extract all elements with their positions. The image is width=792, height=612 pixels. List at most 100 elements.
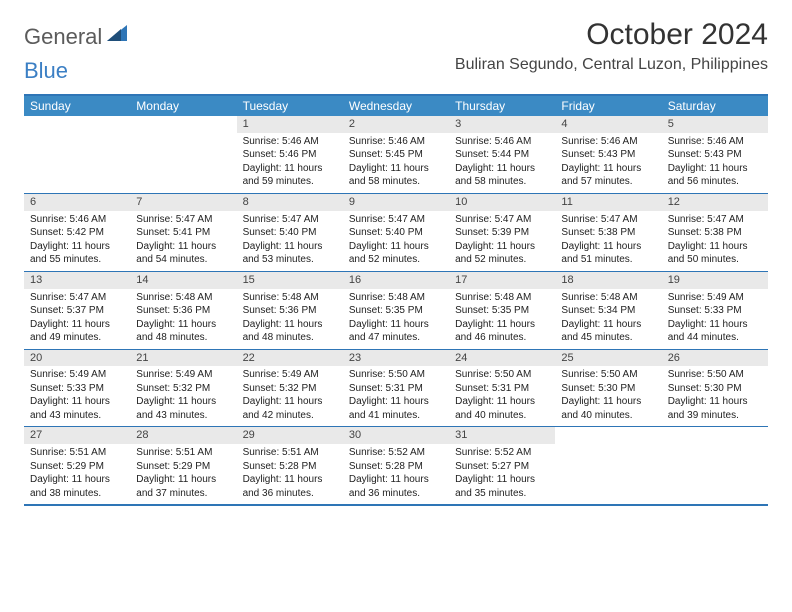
calendar-day: 15 Sunrise: 5:48 AMSunset: 5:36 PMDayligh…: [237, 272, 343, 349]
day-number: 24: [449, 350, 555, 367]
day-sunset: Sunset: 5:40 PM: [237, 226, 343, 240]
weekday-header: Friday: [555, 96, 661, 116]
day-number: 11: [555, 194, 661, 211]
brand-logo: General: [24, 24, 129, 50]
calendar-day: 20Sunrise: 5:49 AMSunset: 5:33 PMDayligh…: [24, 350, 130, 427]
day-number: 4: [555, 116, 661, 133]
day-daylight1: Daylight: 11 hours: [449, 395, 555, 409]
day-sunset: Sunset: 5:43 PM: [662, 148, 768, 162]
day-daylight1: Daylight: 11 hours: [449, 240, 555, 254]
weekday-header: Sunday: [24, 96, 130, 116]
day-sunrise: Sunrise: 5:52 AM: [343, 446, 449, 460]
calendar-day: 28Sunrise: 5:51 AMSunset: 5:29 PMDayligh…: [130, 427, 236, 504]
day-number: 26: [662, 350, 768, 367]
calendar-day: 2Sunrise: 5:46 AMSunset: 5:45 PMDaylight…: [343, 116, 449, 193]
day-daylight1: Daylight: 11 hours: [343, 473, 449, 487]
day-sunset: Sunset: 5:35 PM: [449, 304, 555, 318]
day-sunset: Sunset: 5:28 PM: [237, 460, 343, 474]
day-sunrise: Sunrise: 5:46 AM: [555, 135, 661, 149]
day-number: 3: [449, 116, 555, 133]
day-daylight2: and 35 minutes.: [449, 487, 555, 501]
brand-text-general: General: [24, 24, 102, 50]
calendar-day: 14 Sunrise: 5:48 AMSunset: 5:36 PMDayligh…: [130, 272, 236, 349]
brand-triangle-icon: [107, 25, 127, 46]
day-sunrise: Sunrise: 5:47 AM: [555, 213, 661, 227]
day-daylight2: and 59 minutes.: [237, 175, 343, 189]
day-daylight2: and 37 minutes.: [130, 487, 236, 501]
day-sunrise: Sunrise: 5:51 AM: [24, 446, 130, 460]
day-number: 21: [130, 350, 236, 367]
day-sunset: Sunset: 5:32 PM: [237, 382, 343, 396]
day-daylight2: and 39 minutes.: [662, 409, 768, 423]
day-number: 14: [130, 272, 236, 289]
day-sunset: Sunset: 5:41 PM: [130, 226, 236, 240]
calendar-day-empty: [24, 116, 130, 193]
day-sunset: Sunset: 5:29 PM: [130, 460, 236, 474]
calendar-week-row: 13Sunrise: 5:47 AMSunset: 5:37 PMDayligh…: [24, 271, 768, 349]
day-daylight2: and 42 minutes.: [237, 409, 343, 423]
day-sunrise: Sunrise: 5:50 AM: [662, 368, 768, 382]
day-sunset: Sunset: 5:42 PM: [24, 226, 130, 240]
day-daylight1: Daylight: 11 hours: [555, 318, 661, 332]
day-daylight2: and 48 minutes.: [130, 331, 236, 345]
calendar-day: 10Sunrise: 5:47 AMSunset: 5:39 PMDayligh…: [449, 194, 555, 271]
day-daylight1: Daylight: 11 hours: [555, 162, 661, 176]
day-sunrise: Sunrise: 5:47 AM: [343, 213, 449, 227]
day-sunset: Sunset: 5:37 PM: [24, 304, 130, 318]
day-daylight2: and 38 minutes.: [24, 487, 130, 501]
day-sunset: Sunset: 5:36 PM: [130, 304, 236, 318]
calendar-day: 25Sunrise: 5:50 AMSunset: 5:30 PMDayligh…: [555, 350, 661, 427]
day-sunset: Sunset: 5:35 PM: [343, 304, 449, 318]
weeks-container: 1Sunrise: 5:46 AMSunset: 5:46 PMDaylight…: [24, 116, 768, 504]
day-sunset: Sunset: 5:36 PM: [237, 304, 343, 318]
day-daylight1: Daylight: 11 hours: [130, 473, 236, 487]
day-daylight2: and 46 minutes.: [449, 331, 555, 345]
calendar-day: 31Sunrise: 5:52 AMSunset: 5:27 PMDayligh…: [449, 427, 555, 504]
calendar-day-empty: [662, 427, 768, 504]
day-sunset: Sunset: 5:44 PM: [449, 148, 555, 162]
day-sunrise: Sunrise: 5:48 AM: [130, 291, 236, 305]
day-daylight2: and 49 minutes.: [24, 331, 130, 345]
title-block: October 2024 Buliran Segundo, Central Lu…: [455, 18, 768, 74]
calendar-day-empty: [130, 116, 236, 193]
day-number: 10: [449, 194, 555, 211]
day-daylight1: Daylight: 11 hours: [237, 318, 343, 332]
day-daylight2: and 40 minutes.: [449, 409, 555, 423]
day-sunrise: Sunrise: 5:49 AM: [24, 368, 130, 382]
day-daylight2: and 52 minutes.: [343, 253, 449, 267]
day-number: 28: [130, 427, 236, 444]
day-daylight1: Daylight: 11 hours: [343, 162, 449, 176]
calendar-day: 4Sunrise: 5:46 AMSunset: 5:43 PMDaylight…: [555, 116, 661, 193]
day-daylight2: and 52 minutes.: [449, 253, 555, 267]
day-daylight1: Daylight: 11 hours: [662, 318, 768, 332]
day-number: 5: [662, 116, 768, 133]
day-sunset: Sunset: 5:32 PM: [130, 382, 236, 396]
day-number: 15: [237, 272, 343, 289]
calendar-day: 13Sunrise: 5:47 AMSunset: 5:37 PMDayligh…: [24, 272, 130, 349]
calendar-day: 26Sunrise: 5:50 AMSunset: 5:30 PMDayligh…: [662, 350, 768, 427]
day-daylight1: Daylight: 11 hours: [237, 395, 343, 409]
day-daylight2: and 58 minutes.: [449, 175, 555, 189]
day-sunrise: Sunrise: 5:51 AM: [237, 446, 343, 460]
day-sunrise: Sunrise: 5:52 AM: [449, 446, 555, 460]
day-sunset: Sunset: 5:30 PM: [662, 382, 768, 396]
day-daylight1: Daylight: 11 hours: [130, 318, 236, 332]
day-sunset: Sunset: 5:31 PM: [449, 382, 555, 396]
day-sunset: Sunset: 5:45 PM: [343, 148, 449, 162]
weekday-header: Saturday: [662, 96, 768, 116]
day-daylight2: and 53 minutes.: [237, 253, 343, 267]
day-number: 18: [555, 272, 661, 289]
day-daylight1: Daylight: 11 hours: [237, 162, 343, 176]
day-daylight1: Daylight: 11 hours: [662, 162, 768, 176]
day-sunrise: Sunrise: 5:46 AM: [343, 135, 449, 149]
day-number: 17: [449, 272, 555, 289]
day-sunrise: Sunrise: 5:48 AM: [237, 291, 343, 305]
calendar-day: 6Sunrise: 5:46 AMSunset: 5:42 PMDaylight…: [24, 194, 130, 271]
weekday-header: Thursday: [449, 96, 555, 116]
day-daylight1: Daylight: 11 hours: [237, 240, 343, 254]
calendar-day: 11Sunrise: 5:47 AMSunset: 5:38 PMDayligh…: [555, 194, 661, 271]
day-number: 8: [237, 194, 343, 211]
day-daylight1: Daylight: 11 hours: [343, 240, 449, 254]
day-daylight1: Daylight: 11 hours: [555, 395, 661, 409]
day-sunset: Sunset: 5:39 PM: [449, 226, 555, 240]
